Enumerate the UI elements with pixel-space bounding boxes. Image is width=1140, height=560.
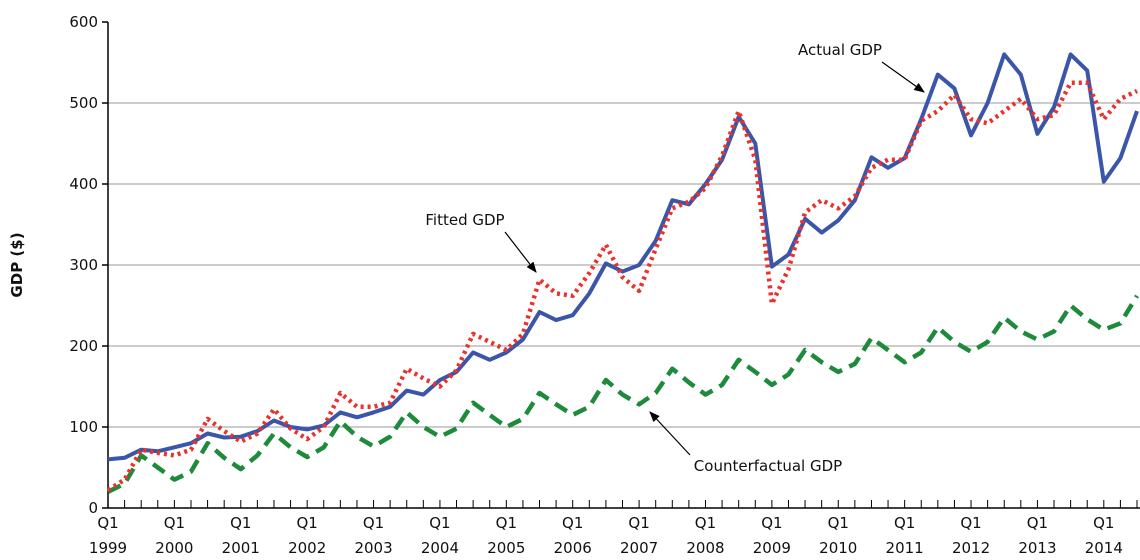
annotation: Fitted GDP (425, 211, 504, 229)
annotation: Actual GDP (798, 41, 882, 59)
x-tick-label: Q1 2000 (155, 514, 193, 557)
y-tick-label: 200 (69, 337, 98, 355)
x-tick-label: Q1 2002 (288, 514, 326, 557)
x-tick-label: Q1 2008 (686, 514, 724, 557)
x-tick-label: Q1 2012 (952, 514, 990, 557)
y-tick-label: 100 (69, 418, 98, 436)
x-tick-label: Q1 2014 (1085, 514, 1123, 557)
x-tick-label: Q1 2007 (620, 514, 658, 557)
x-tick-label: Q1 2003 (354, 514, 392, 557)
annotation: Counterfactual GDP (694, 457, 842, 475)
x-tick-label: Q1 2011 (886, 514, 924, 557)
x-tick-label: Q1 1999 (89, 514, 127, 557)
y-tick-label: 500 (69, 94, 98, 112)
x-tick-label: Q1 2004 (421, 514, 459, 557)
series-line (106, 80, 1138, 493)
annotation-arrow (504, 231, 537, 273)
y-tick-label: 400 (69, 175, 98, 193)
y-tick-label: 0 (88, 499, 98, 517)
x-tick-label: Q1 2005 (487, 514, 525, 557)
annotation-arrow (881, 61, 925, 93)
series-line (107, 52, 1139, 462)
x-tick-label: Q1 2001 (222, 514, 260, 557)
x-tick-label: Q1 2013 (1018, 514, 1056, 557)
x-tick-label: Q1 2010 (819, 514, 857, 557)
x-tick-label: Q1 2009 (753, 514, 791, 557)
y-axis-label: GDP ($) (8, 232, 26, 297)
y-tick-label: 300 (69, 256, 98, 274)
series-line (107, 294, 1139, 494)
x-tick-label: Q1 2006 (554, 514, 592, 557)
annotation-arrow (649, 411, 691, 456)
y-tick-label: 600 (69, 13, 98, 31)
